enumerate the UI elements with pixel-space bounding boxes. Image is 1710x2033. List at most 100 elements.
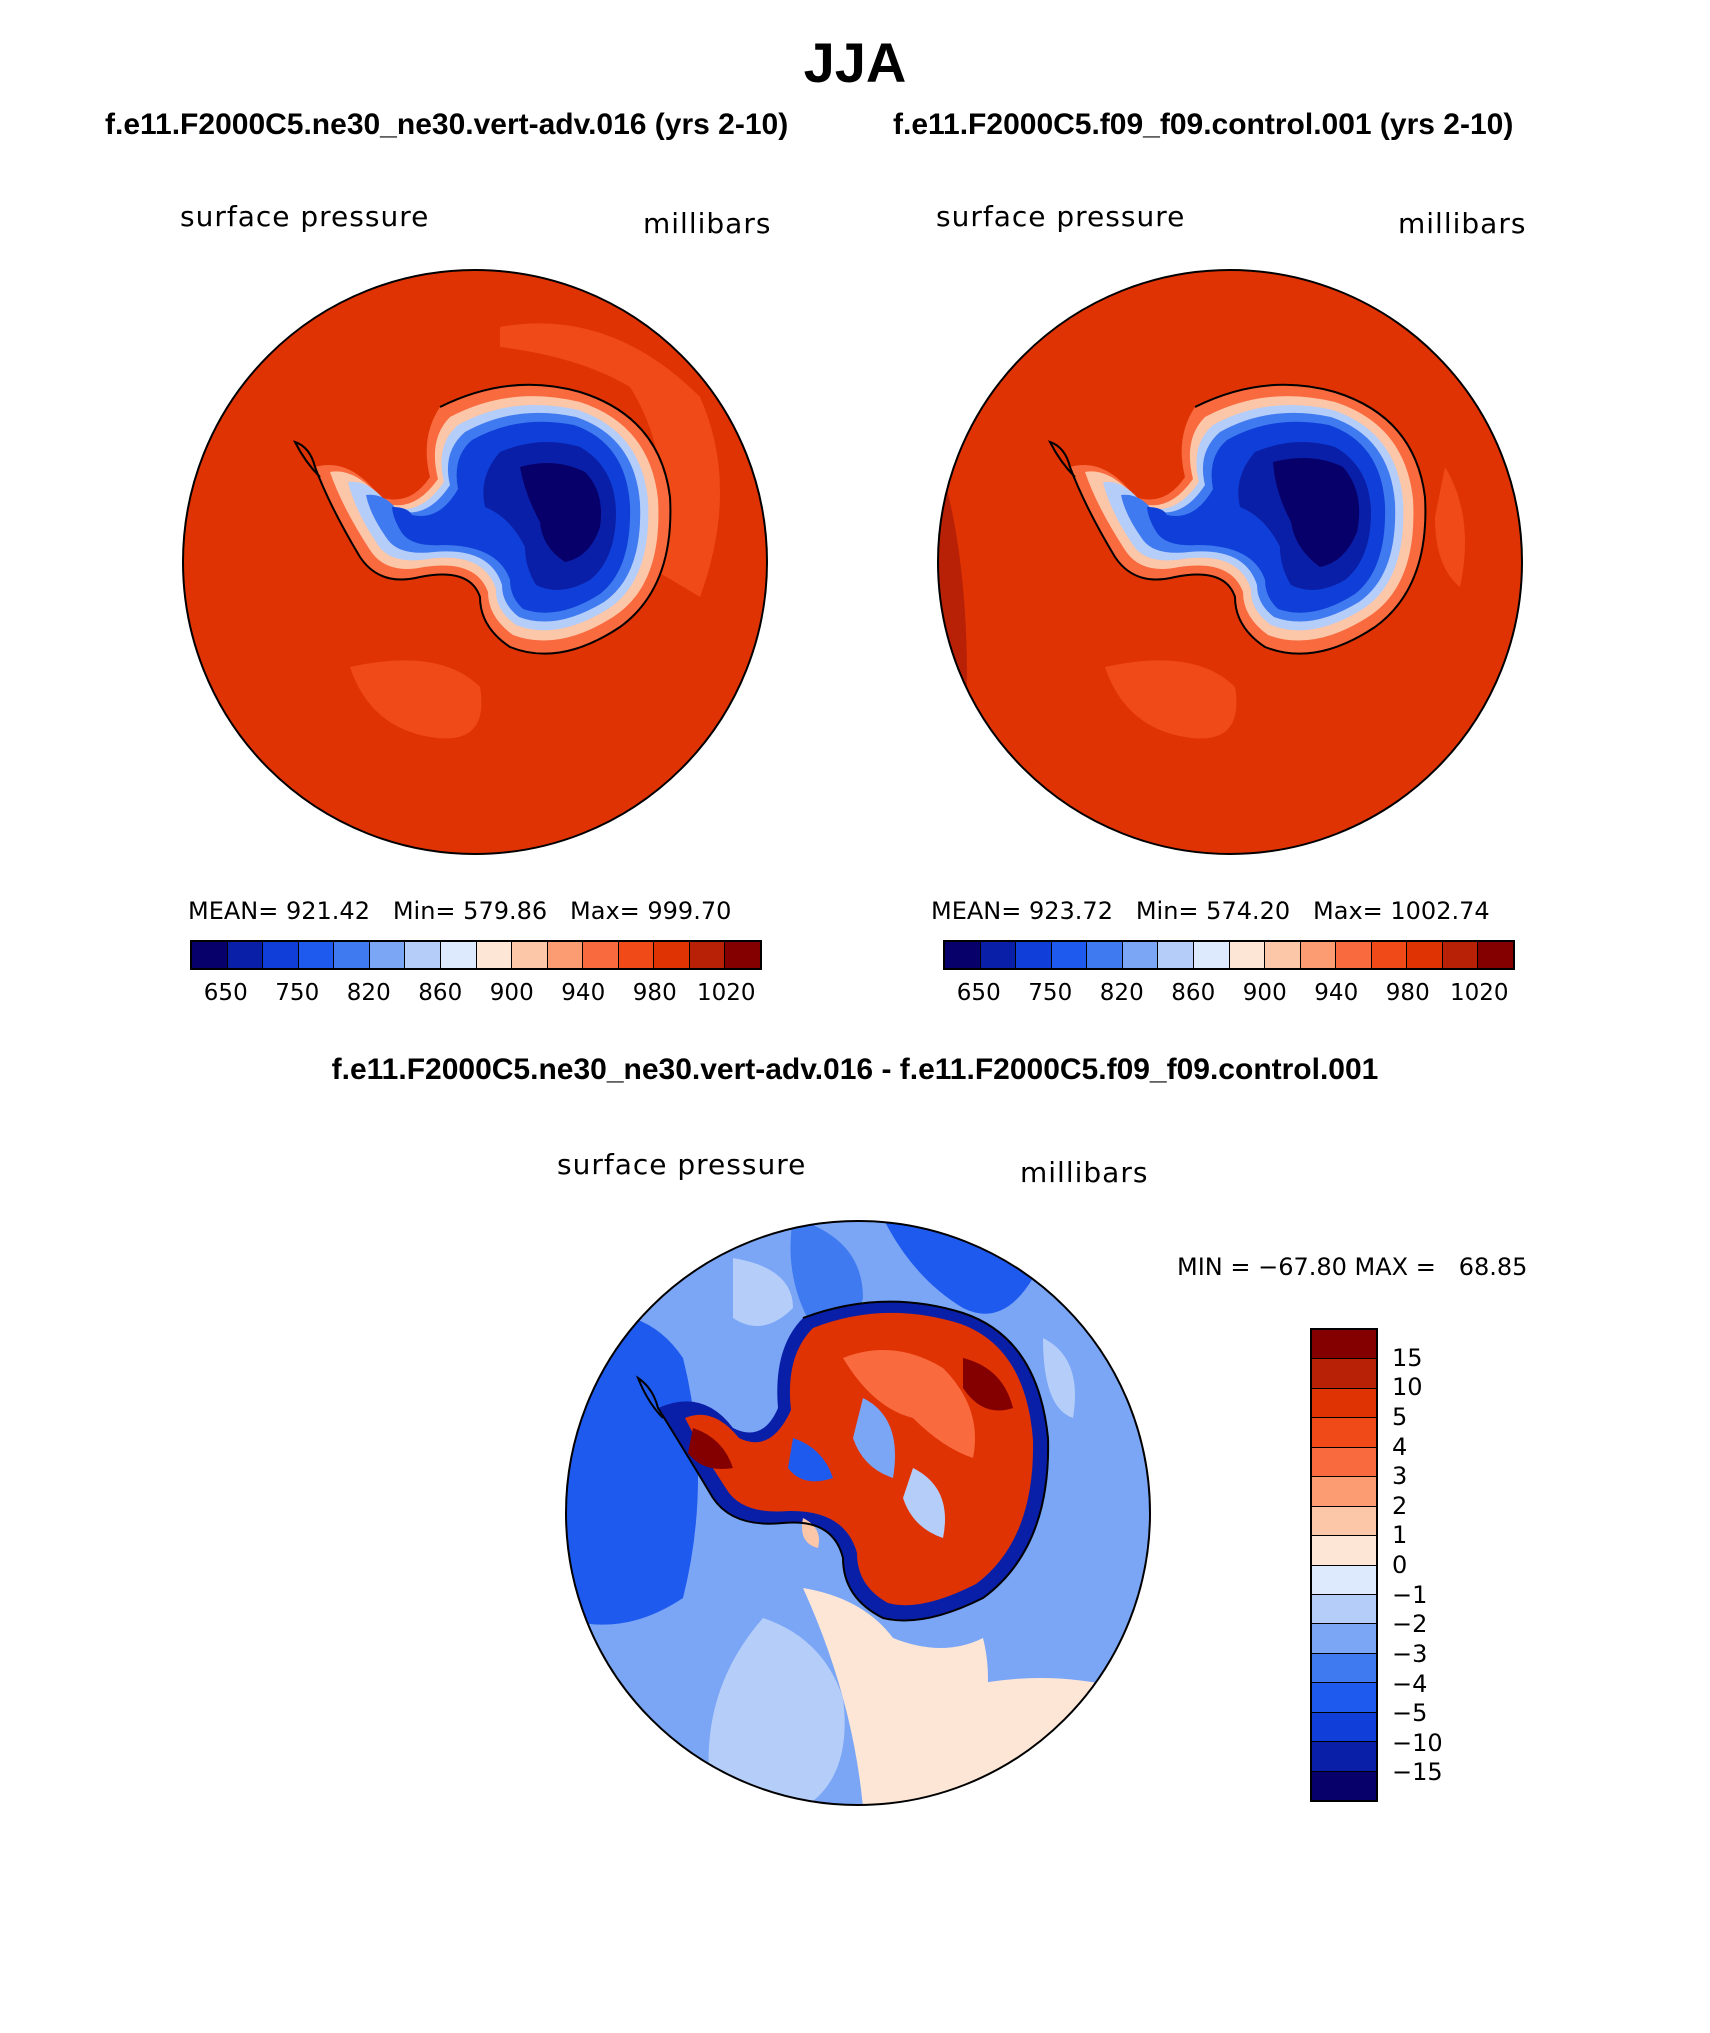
panel-left-variable: surface pressure — [180, 200, 430, 233]
colorbar-swatch — [618, 942, 655, 968]
colorbar-swatch — [1312, 1653, 1376, 1684]
colorbar-swatch — [1051, 942, 1088, 968]
difference-colorbar-labels: 15 10 5 4 3 2 1 0 −1 −2 −3 −4 −5 −10 −15 — [1392, 1328, 1472, 1802]
panel-right-units: millibars — [1398, 207, 1527, 240]
colorbar-swatch — [1312, 1447, 1376, 1478]
colorbar-swatch — [512, 942, 548, 968]
colorbar-swatch — [1265, 942, 1301, 968]
colorbar-tick-label: 980 — [1385, 980, 1430, 1006]
figure-title: JJA — [803, 31, 907, 94]
colorbar-swatch — [689, 942, 726, 968]
colorbar-tick-label: 750 — [275, 980, 320, 1006]
colorbar-level-label: 0 — [1392, 1551, 1408, 1579]
difference-title: f.e11.F2000C5.ne30_ne30.vert-adv.016 - f… — [331, 1053, 1379, 1086]
panel-left-units: millibars — [643, 207, 772, 240]
colorbar-swatch — [192, 942, 228, 968]
colorbar-swatch — [654, 942, 690, 968]
colorbar-level-label: −3 — [1392, 1639, 1428, 1668]
panel-left-colorbar — [190, 940, 762, 970]
colorbar-level-label: 10 — [1392, 1373, 1423, 1402]
colorbar-level-label: 4 — [1392, 1432, 1408, 1461]
colorbar-swatch — [334, 942, 370, 968]
colorbar-swatch — [405, 942, 441, 968]
colorbar-swatch — [583, 942, 619, 968]
colorbar-level-label: −2 — [1392, 1610, 1428, 1639]
colorbar-swatch — [476, 942, 513, 968]
colorbar-tick-label: 980 — [632, 980, 677, 1006]
colorbar-swatch — [1158, 942, 1194, 968]
colorbar-tick-label: 1020 — [1449, 980, 1509, 1006]
panel-left-stats: MEAN= 921.42 Min= 579.86 Max= 999.70 — [188, 897, 732, 925]
colorbar-swatch — [980, 942, 1017, 968]
colorbar-swatch — [298, 942, 335, 968]
colorbar-swatch — [369, 942, 406, 968]
colorbar-swatch — [1300, 942, 1337, 968]
colorbar-swatch — [1371, 942, 1408, 968]
colorbar-tick-label: 820 — [346, 980, 391, 1006]
colorbar-swatch — [1193, 942, 1230, 968]
panel-left-case-title: f.e11.F2000C5.ne30_ne30.vert-adv.016 (yr… — [105, 108, 789, 141]
colorbar-swatch — [1312, 1359, 1376, 1389]
colorbar-level-label: 3 — [1392, 1462, 1408, 1491]
colorbar-tick-label: 1020 — [696, 980, 756, 1006]
colorbar-swatch — [1312, 1477, 1376, 1507]
colorbar-swatch — [1312, 1418, 1376, 1448]
colorbar-level-label: 2 — [1392, 1491, 1408, 1520]
colorbar-swatch — [1229, 942, 1266, 968]
colorbar-swatch — [945, 942, 981, 968]
colorbar-tick-label: 650 — [956, 980, 1001, 1006]
colorbar-tick-label: 900 — [489, 980, 534, 1006]
colorbar-swatch — [1312, 1565, 1376, 1595]
colorbar-swatch — [1442, 942, 1479, 968]
colorbar-swatch — [725, 942, 760, 968]
colorbar-swatch — [263, 942, 299, 968]
colorbar-swatch — [1312, 1712, 1376, 1743]
colorbar-level-label: 1 — [1392, 1521, 1408, 1550]
colorbar-level-label: −5 — [1392, 1699, 1428, 1728]
panel-right-colorbar-ticks: 650 750 820 860 900 940 980 1020 — [943, 980, 1515, 1010]
colorbar-swatch — [1312, 1330, 1376, 1360]
map-right-surface-pressure — [937, 269, 1523, 855]
colorbar-swatch — [1312, 1594, 1376, 1625]
colorbar-tick-label: 650 — [203, 980, 248, 1006]
colorbar-tick-label: 940 — [561, 980, 606, 1006]
colorbar-swatch — [1312, 1388, 1376, 1419]
colorbar-tick-label: 750 — [1028, 980, 1073, 1006]
difference-units: millibars — [1020, 1156, 1149, 1189]
colorbar-level-label: 15 — [1392, 1343, 1423, 1372]
colorbar-swatch — [1312, 1624, 1376, 1654]
colorbar-tick-label: 860 — [418, 980, 463, 1006]
colorbar-level-label: −10 — [1392, 1728, 1443, 1757]
colorbar-tick-label: 940 — [1314, 980, 1359, 1006]
colorbar-swatch — [440, 942, 477, 968]
difference-minmax: MIN = −67.80 MAX = 68.85 — [1177, 1253, 1528, 1281]
colorbar-swatch — [1312, 1506, 1376, 1537]
panel-right-colorbar — [943, 940, 1515, 970]
colorbar-swatch — [1336, 942, 1372, 968]
colorbar-swatch — [547, 942, 584, 968]
colorbar-swatch — [1312, 1536, 1376, 1566]
colorbar-level-label: −4 — [1392, 1669, 1428, 1698]
colorbar-tick-label: 860 — [1171, 980, 1216, 1006]
colorbar-level-label: 5 — [1392, 1402, 1408, 1431]
panel-right-stats: MEAN= 923.72 Min= 574.20 Max= 1002.74 — [931, 897, 1490, 925]
colorbar-swatch — [1087, 942, 1123, 968]
panel-right-variable: surface pressure — [936, 200, 1186, 233]
colorbar-swatch — [1122, 942, 1159, 968]
colorbar-swatch — [1016, 942, 1052, 968]
map-left-surface-pressure — [182, 269, 768, 855]
colorbar-swatch — [227, 942, 264, 968]
map-difference-surface-pressure — [565, 1220, 1151, 1806]
colorbar-swatch — [1312, 1771, 1376, 1800]
colorbar-swatch — [1478, 942, 1513, 968]
panel-right-case-title: f.e11.F2000C5.f09_f09.control.001 (yrs 2… — [893, 108, 1514, 141]
colorbar-tick-label: 900 — [1242, 980, 1287, 1006]
colorbar-swatch — [1407, 942, 1443, 968]
panel-left-colorbar-ticks: 650 750 820 860 900 940 980 1020 — [190, 980, 762, 1010]
colorbar-level-label: −1 — [1392, 1580, 1428, 1609]
difference-variable: surface pressure — [557, 1148, 807, 1181]
colorbar-swatch — [1312, 1742, 1376, 1772]
colorbar-level-label: −15 — [1392, 1758, 1443, 1787]
difference-colorbar — [1310, 1328, 1378, 1802]
colorbar-tick-label: 820 — [1099, 980, 1144, 1006]
